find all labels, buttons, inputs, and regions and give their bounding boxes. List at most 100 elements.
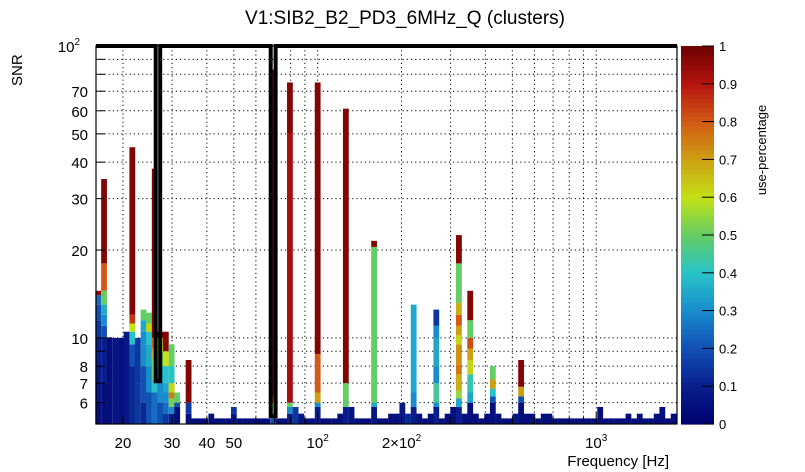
heatmap-cell xyxy=(540,413,547,424)
heatmap-cell xyxy=(456,302,462,315)
palette-band xyxy=(681,414,714,420)
heatmap-cell xyxy=(174,402,181,407)
heatmap-cell xyxy=(422,418,428,424)
palette-band xyxy=(681,183,714,189)
heatmap-cell xyxy=(625,413,632,424)
heatmap-cell xyxy=(162,351,169,367)
palette-band xyxy=(681,310,714,316)
heatmap-cell xyxy=(101,263,107,291)
y-tick-label: 10 xyxy=(71,331,88,348)
heatmap-cell xyxy=(101,337,107,384)
heatmap-cell xyxy=(529,413,536,424)
z-tick-label: 0.6 xyxy=(719,190,737,205)
heatmap-cell xyxy=(631,418,637,424)
heatmap-cell xyxy=(168,392,175,399)
x-tick-label: 102 xyxy=(307,433,330,452)
plot-frame xyxy=(95,45,678,425)
palette-band xyxy=(681,372,714,378)
palette-band xyxy=(681,164,714,170)
heatmap-cell xyxy=(146,366,152,393)
heatmap-cell xyxy=(433,325,440,338)
y-tick-label: 6 xyxy=(80,396,88,413)
heatmap-cell xyxy=(489,366,496,380)
palette-band xyxy=(681,249,714,255)
z-tick-label: 0.8 xyxy=(719,115,737,130)
palette-band xyxy=(681,324,714,331)
palette-band xyxy=(681,329,714,335)
palette-band xyxy=(681,121,714,127)
heatmap-cell xyxy=(535,418,541,424)
heatmap-cell xyxy=(659,406,666,424)
palette-band xyxy=(681,357,714,364)
palette-band xyxy=(681,206,714,212)
heatmap-cell xyxy=(270,69,277,397)
heatmap-cell xyxy=(433,366,440,384)
heatmap-cell xyxy=(225,418,232,424)
heatmap-cell xyxy=(95,290,102,296)
heatmap-cell xyxy=(151,392,158,424)
heatmap-cell xyxy=(354,418,361,424)
heatmap-cell xyxy=(129,331,136,345)
palette-band xyxy=(681,405,714,411)
heatmap-cell xyxy=(185,402,192,414)
heatmap-cell xyxy=(478,418,485,424)
palette-band xyxy=(681,263,714,269)
heatmap-cell xyxy=(140,331,147,345)
palette-band xyxy=(681,149,714,156)
heatmap-cell xyxy=(642,418,649,424)
heatmap-cell xyxy=(467,290,474,321)
palette-band xyxy=(681,79,714,85)
heatmap-cell xyxy=(298,413,305,424)
heatmap-cell xyxy=(495,413,502,424)
palette-band xyxy=(681,277,714,283)
heatmap-cell xyxy=(146,331,152,345)
heatmap-cell xyxy=(287,133,293,403)
grid-lines xyxy=(96,46,677,424)
palette-band xyxy=(681,296,714,302)
heatmap-cell xyxy=(95,304,102,321)
heatmap-cell xyxy=(619,418,626,424)
heatmap-cell xyxy=(168,344,175,367)
palette-band xyxy=(681,83,714,90)
heatmap-cell xyxy=(162,413,169,424)
palette-band xyxy=(681,145,714,151)
heatmap-cell xyxy=(518,359,524,387)
heatmap-cell xyxy=(563,418,570,424)
z-tick-label: 0.2 xyxy=(719,341,737,356)
z-axis-ticks: 0 0.1 0.2 0.3 0.4 0.5 0.6 0.7 0.8 0.9 1 xyxy=(702,39,737,432)
heatmap-cell xyxy=(140,402,147,424)
heatmap-cell xyxy=(270,402,277,414)
palette-band xyxy=(681,140,714,146)
palette-band xyxy=(681,343,714,349)
palette-band xyxy=(681,320,714,326)
heatmap-cell xyxy=(325,418,332,424)
heatmap-cell xyxy=(151,379,158,393)
heatmap-cell xyxy=(174,406,181,424)
palette-band xyxy=(681,315,714,321)
heatmap-cell xyxy=(665,418,671,424)
heatmap-cell xyxy=(456,374,462,391)
y-tick-label: 102 xyxy=(58,37,81,56)
palette-band xyxy=(681,272,714,279)
heatmap-cell xyxy=(467,392,474,403)
heatmap-cell xyxy=(371,406,377,424)
heatmap-cell xyxy=(439,418,445,424)
heatmap-cell xyxy=(484,413,491,424)
heatmap-cell xyxy=(230,406,237,414)
z-tick-label: 0.4 xyxy=(719,266,737,281)
heatmap-cell xyxy=(162,392,169,403)
x-tick-label: 20 xyxy=(115,435,132,452)
heatmap-cell xyxy=(157,402,164,424)
heatmap-cell xyxy=(427,413,434,424)
heatmap-cell xyxy=(506,418,513,424)
heatmap-cell xyxy=(185,359,192,403)
heatmap-cell xyxy=(168,383,175,393)
heatmap-cell xyxy=(112,337,119,424)
heatmap-cell xyxy=(314,402,321,407)
palette-band xyxy=(681,168,714,175)
color-palette xyxy=(681,46,714,425)
heatmap-cell xyxy=(456,390,462,399)
x-tick-label: 2×102 xyxy=(382,433,422,452)
heatmap-cell xyxy=(281,418,288,424)
heatmap-cell xyxy=(174,392,181,403)
